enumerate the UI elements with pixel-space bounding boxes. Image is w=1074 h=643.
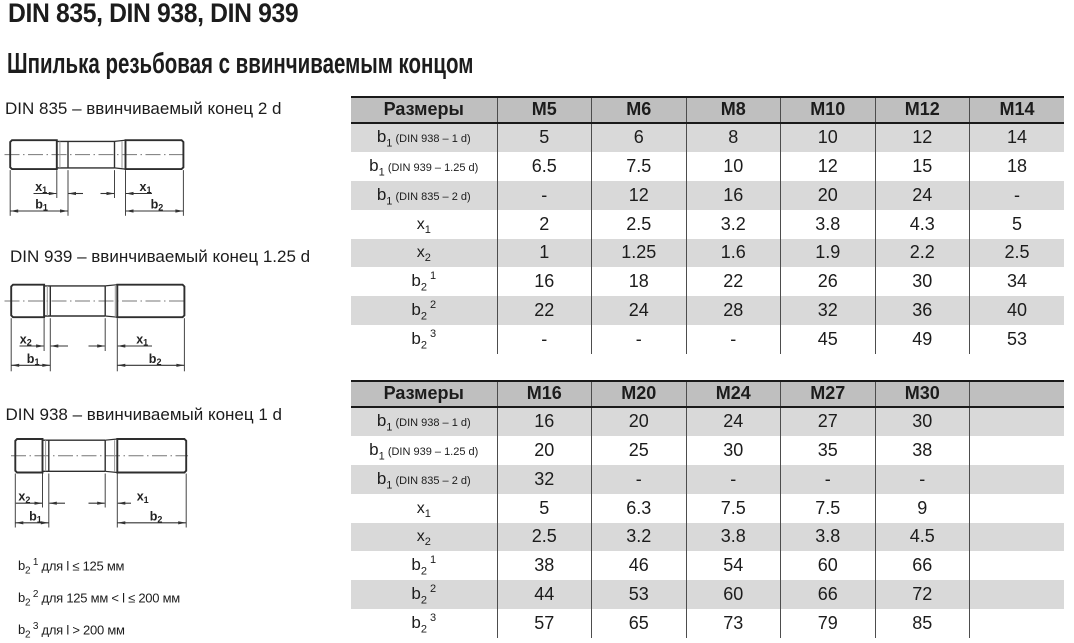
svg-text:b1: b1 <box>35 198 48 213</box>
svg-text:x1: x1 <box>140 180 152 195</box>
svg-text:x1: x1 <box>137 490 149 505</box>
svg-text:x2: x2 <box>20 333 32 348</box>
svg-text:b2: b2 <box>149 352 162 367</box>
svg-text:b2: b2 <box>150 509 163 524</box>
svg-text:b1: b1 <box>27 352 40 367</box>
svg-text:x1: x1 <box>35 180 47 195</box>
svg-text:x1: x1 <box>136 333 148 348</box>
svg-text:x2: x2 <box>18 490 30 505</box>
svg-text:b2: b2 <box>151 198 164 213</box>
svg-text:b1: b1 <box>29 509 42 524</box>
